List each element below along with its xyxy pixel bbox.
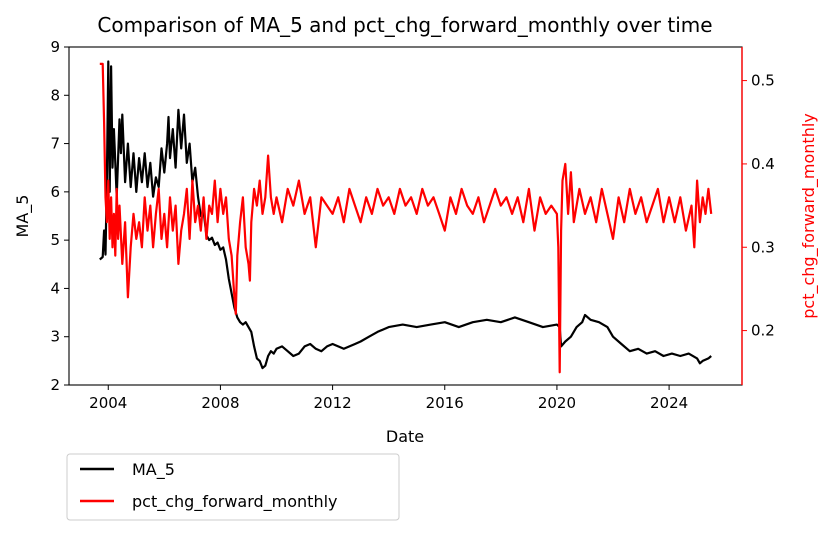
left-y-tick-label: 5 [50,231,60,249]
right-y-tick-label: 0.3 [751,238,775,256]
right-y-tick-label: 0.5 [751,72,775,90]
plot-area [68,46,743,386]
right-y-axis: 0.2 0.3 0.4 0.5 [742,72,775,340]
left-y-tick-label: 4 [50,279,60,297]
left-y-axis-label: MA_5 [13,195,33,238]
x-tick-label: 2020 [538,394,576,412]
left-y-tick-label: 9 [50,38,60,56]
x-tick-label: 2004 [89,394,127,412]
right-y-tick-label: 0.4 [751,155,775,173]
left-y-tick-label: 6 [50,183,60,201]
x-axis: 2004 2008 2012 2016 2020 2024 [89,385,688,412]
right-y-axis-label: pct_chg_forward_monthly [799,113,819,319]
left-y-axis: 2 3 4 5 6 7 8 9 [50,38,69,394]
legend: MA_5 pct_chg_forward_monthly [66,453,400,521]
legend-label-pct-chg: pct_chg_forward_monthly [132,492,338,512]
left-y-tick-label: 8 [50,86,60,104]
legend-frame [66,453,400,521]
legend-label-ma5: MA_5 [132,460,175,480]
right-y-tick-label: 0.2 [751,322,775,340]
left-y-tick-label: 7 [50,135,60,153]
x-tick-label: 2012 [313,394,351,412]
series-layer [99,60,713,374]
x-tick-label: 2016 [426,394,464,412]
left-y-tick-label: 2 [50,376,60,394]
chart-title: Comparison of MA_5 and pct_chg_forward_m… [97,13,712,37]
left-y-tick-label: 3 [50,328,60,346]
x-tick-label: 2024 [650,394,688,412]
series-line-pct-chg-forward-monthly [99,62,713,374]
x-axis-label: Date [386,427,424,446]
x-tick-label: 2008 [201,394,239,412]
series-line-ma-5 [99,60,712,370]
